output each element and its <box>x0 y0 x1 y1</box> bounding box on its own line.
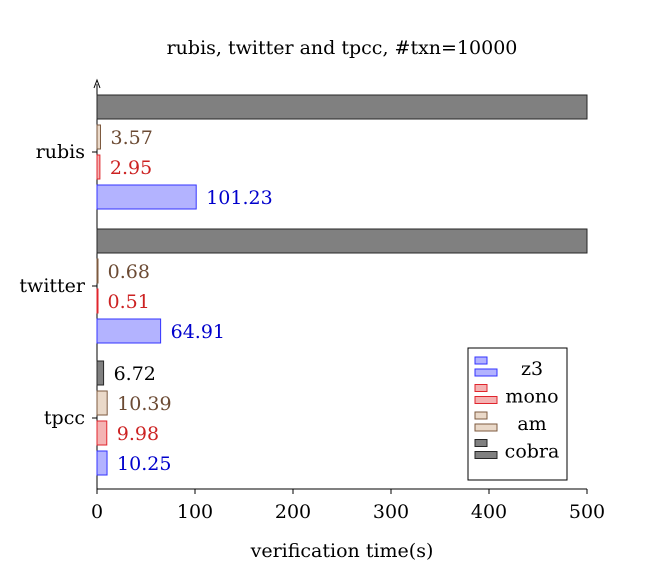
legend-swatch <box>474 451 498 459</box>
x-tick-label: 500 <box>569 501 605 523</box>
y-axis-arrow <box>93 78 101 89</box>
legend-swatch <box>474 396 498 404</box>
data-label-z3-tpcc: 10.25 <box>117 453 171 475</box>
legend-label: mono <box>505 386 558 408</box>
data-label-am-rubis: 3.57 <box>110 127 152 149</box>
bar-am-twitter <box>96 258 99 284</box>
bar-cobra-twitter <box>96 228 588 254</box>
legend-swatch <box>474 423 498 432</box>
x-tick-label: 300 <box>373 501 409 523</box>
data-label-am-twitter: 0.68 <box>108 261 150 283</box>
bar-cobra-rubis <box>96 94 588 120</box>
legend: z3 mono am cobra <box>467 347 568 481</box>
plot-area: 0 100 200 300 400 500 rubis twitter tpcc 101.23 64… <box>19 78 605 523</box>
legend-swatch <box>474 356 488 365</box>
bar-am-tpcc <box>96 390 108 416</box>
data-label-mono-rubis: 2.95 <box>110 157 152 179</box>
y-tick-label-tpcc: tpcc <box>44 407 85 429</box>
data-label-mono-twitter: 0.51 <box>107 291 149 313</box>
bar-mono-rubis <box>96 154 101 180</box>
bar-mono-twitter <box>96 288 99 314</box>
x-tick-label: 0 <box>91 501 103 523</box>
x-tick-label: 400 <box>471 501 507 523</box>
legend-swatch <box>474 439 488 447</box>
legend-item-z3: z3 <box>474 356 543 380</box>
bar-am-rubis <box>96 124 101 150</box>
legend-item-mono: mono <box>474 384 559 408</box>
y-tick-label-twitter: twitter <box>19 275 85 297</box>
legend-swatch <box>474 384 488 392</box>
data-label-z3-rubis: 101.23 <box>206 187 272 209</box>
legend-swatch <box>474 368 498 377</box>
bar-mono-tpcc <box>96 420 108 446</box>
x-axis-label: verification time(s) <box>250 540 434 562</box>
legend-swatch <box>474 411 488 420</box>
legend-label: am <box>517 413 546 435</box>
legend-label: z3 <box>521 358 543 380</box>
data-label-am-tpcc: 10.39 <box>117 393 171 415</box>
y-tick-label-rubis: rubis <box>36 141 85 163</box>
legend-item-cobra: cobra <box>474 439 560 463</box>
bar-z3-tpcc <box>96 450 108 476</box>
legend-label: cobra <box>505 441 560 463</box>
data-label-cobra-tpcc: 6.72 <box>114 363 156 385</box>
bar-cobra-tpcc <box>96 360 105 386</box>
legend-item-am: am <box>474 411 547 435</box>
bar-z3-rubis <box>96 184 197 210</box>
data-label-z3-twitter: 64.91 <box>171 321 225 343</box>
x-tick-label: 200 <box>275 501 311 523</box>
chart-title: rubis, twitter and tpcc, #txn=10000 <box>167 37 518 59</box>
x-tick-label: 100 <box>177 501 213 523</box>
bar-z3-twitter <box>96 318 162 344</box>
data-label-mono-tpcc: 9.98 <box>117 423 159 445</box>
